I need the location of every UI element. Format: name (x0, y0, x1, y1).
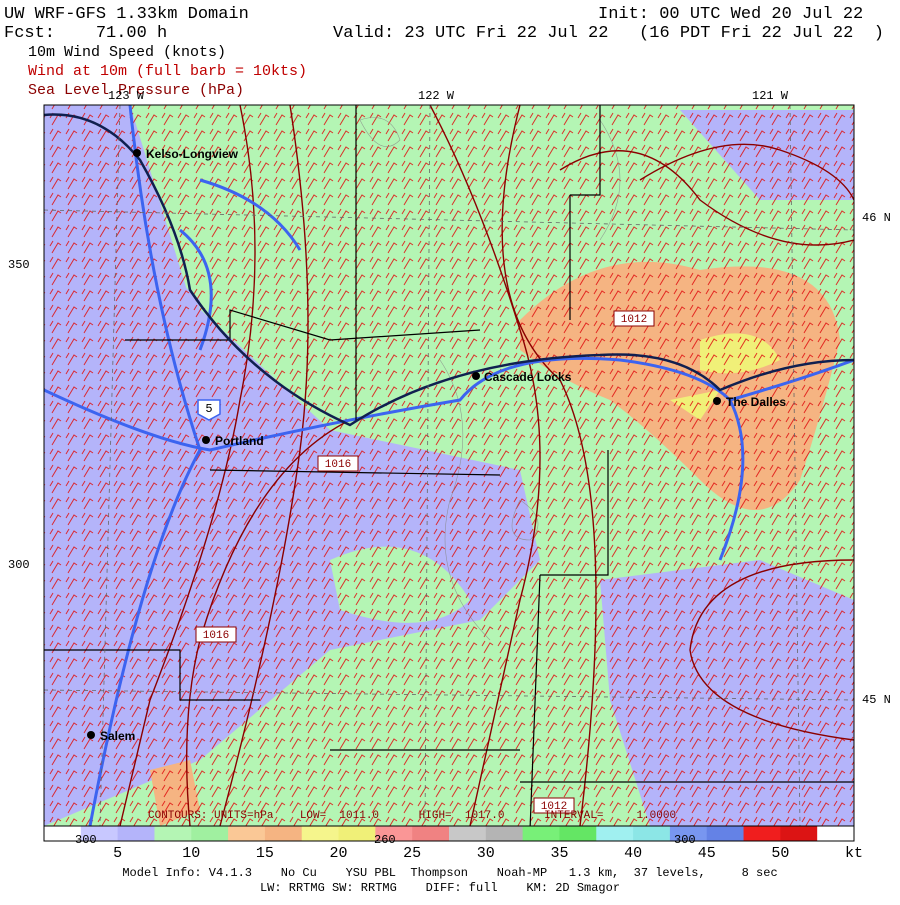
map: 5 Kelso-Longview Portland Cascade Locks … (44, 105, 854, 826)
lon-label: 123 W (108, 89, 145, 103)
colorbar-cell (780, 826, 818, 841)
colorbar-cell (633, 826, 671, 841)
colorbar-label: 30 (477, 845, 495, 862)
init: Init: 00 UTC Wed 20 Jul 22 (598, 5, 863, 24)
colorbar-cell (301, 826, 340, 841)
colorbar-cell (743, 826, 781, 841)
colorbar-cell (706, 826, 745, 841)
colorbar-under-label: 300 (75, 833, 97, 847)
footer: LW: RRTMG SW: RRTMG DIFF: full KM: 2D Sm… (260, 881, 620, 895)
colorbar-label: 25 (403, 845, 421, 862)
lat-label: 45 N (862, 693, 891, 707)
colorbar-label: 15 (256, 845, 274, 862)
colorbar-label: 20 (330, 845, 348, 862)
colorbar-cell (80, 826, 119, 841)
colorbar: 5 10 15 20 25 30 35 40 45 50 (43, 825, 855, 862)
contour-label: 1016 (203, 630, 229, 642)
contour-label: 1012 (621, 314, 647, 326)
colorbar-cell (412, 826, 450, 841)
field: Wind at 10m (full barb = 10kts) (28, 63, 307, 80)
grid-label: 300 (8, 558, 30, 572)
field: 10m Wind Speed (knots) (28, 44, 226, 61)
colorbar-cell (375, 826, 413, 841)
colorbar-label: 45 (698, 845, 716, 862)
colorbar-cell (596, 826, 634, 841)
highway-label: 5 (205, 402, 212, 416)
colorbar-under-label: 300 (674, 833, 696, 847)
colorbar-label: 10 (182, 845, 200, 862)
colorbar-cell (817, 826, 855, 841)
header: UW WRF-GFS 1.33km Domain Init: 00 UTC We… (4, 5, 884, 99)
title: UW WRF-GFS 1.33km Domain (4, 5, 249, 24)
city: Cascade Locks (484, 370, 572, 384)
colorbar-cell (44, 826, 82, 841)
fcst: Fcst: 71.00 h (4, 24, 167, 43)
lat-label: 46 N (862, 211, 891, 225)
colorbar-cell (117, 826, 155, 841)
colorbar-cell (485, 826, 524, 841)
lon-label: 121 W (752, 89, 789, 103)
colorbar-cell (264, 826, 303, 841)
colorbar-cell (559, 826, 597, 841)
contour-info: CONTOURS: UNITS=hPa LOW= 1011.0 HIGH= 10… (148, 810, 676, 822)
colorbar-cell (338, 826, 376, 841)
colorbar-cell (228, 826, 266, 841)
colorbar-cell (522, 826, 560, 841)
city: Salem (100, 729, 135, 743)
colorbar-cell (154, 826, 192, 841)
valid: Valid: 23 UTC Fri 22 Jul 22 (16 PDT Fri … (333, 24, 884, 43)
colorbar-frame (43, 825, 855, 842)
field: Sea Level Pressure (hPa) (28, 82, 244, 99)
footer: Model Info: V4.1.3 No Cu YSU PBL Thompso… (122, 866, 777, 880)
colorbar-cell (191, 826, 229, 841)
lon-label: 122 W (418, 89, 455, 103)
colorbar-label: 40 (624, 845, 642, 862)
contour-label: 1016 (325, 459, 351, 471)
colorbar-label: 5 (113, 845, 122, 862)
colorbar-under-label: 260 (374, 833, 396, 847)
city: Kelso-Longview (146, 147, 239, 161)
colorbar-label: 50 (771, 845, 789, 862)
colorbar-unit: kt (845, 845, 863, 862)
colorbar-cell (669, 826, 708, 841)
colorbar-cell (449, 826, 487, 841)
city: Portland (215, 434, 264, 448)
city: The Dalles (726, 395, 786, 409)
colorbar-label: 35 (550, 845, 568, 862)
contour-label: 1012 (541, 801, 567, 813)
grid-label: 350 (8, 258, 30, 272)
